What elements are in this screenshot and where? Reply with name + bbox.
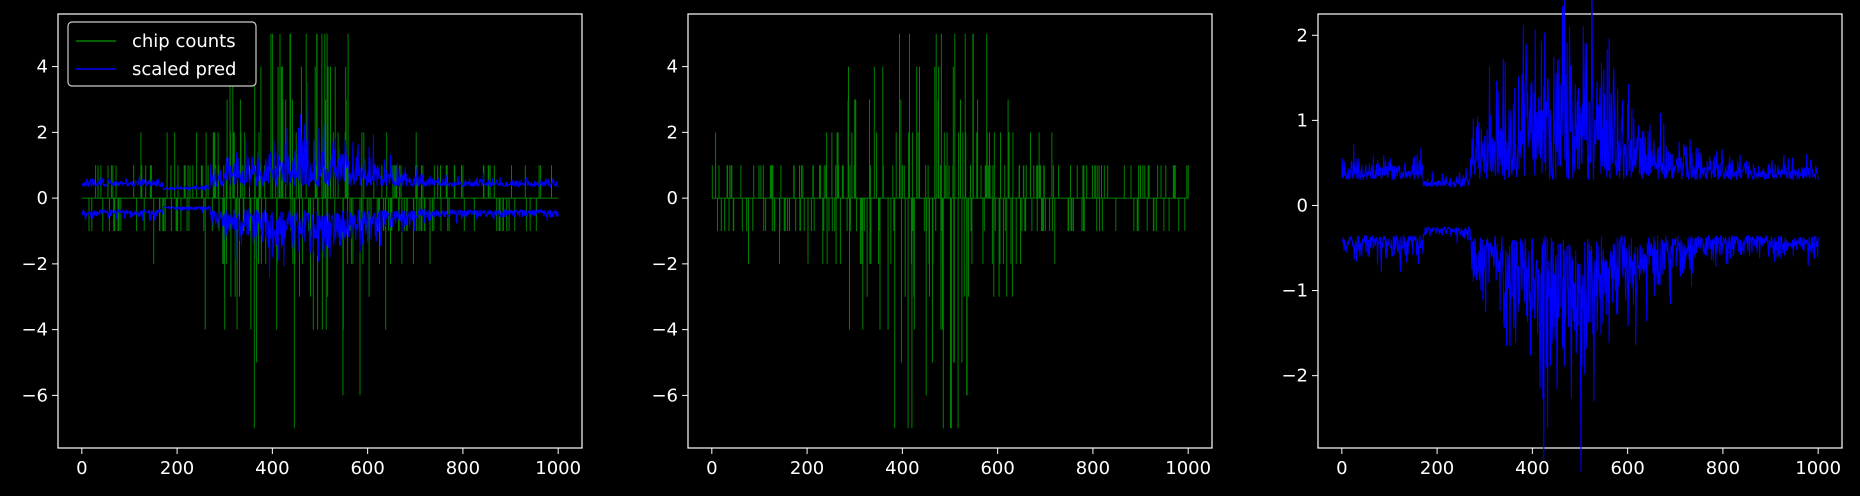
left-chart-plot-area (81, 33, 559, 429)
x-tick-label: 200 (1420, 458, 1454, 479)
middle-chart-panel: 0 200 400 600 800 1000 −6 −4 −2 0 2 4 (651, 13, 1213, 479)
y-tick-label: −2 (651, 254, 678, 275)
series-line-scaled-pred-lower (81, 205, 559, 278)
middle-chart-ticks: 0 200 400 600 800 1000 −6 −4 −2 0 2 4 (651, 57, 1211, 479)
right-chart-ticks: 0 200 400 600 800 1000 −2 −1 0 1 2 (1281, 25, 1841, 479)
y-tick-label: 1 (1297, 110, 1308, 131)
series-line-chip-counts (711, 33, 1189, 429)
x-tick-label: 200 (790, 458, 824, 479)
y-tick-label: 0 (667, 188, 678, 209)
left-chart-frame (57, 13, 583, 449)
x-tick-label: 1000 (535, 458, 581, 479)
y-tick-label: −2 (1281, 366, 1308, 387)
right-chart-panel: 0 200 400 600 800 1000 −2 −1 0 1 2 (1281, 0, 1843, 479)
y-tick-label: 4 (37, 57, 48, 78)
y-tick-label: 0 (1297, 195, 1308, 216)
middle-chart-plot-area (711, 33, 1189, 429)
middle-chart-frame (687, 13, 1213, 449)
y-tick-label: 4 (667, 57, 678, 78)
right-chart-plot-area (1341, 0, 1819, 472)
series-line-scaled-pred-upper (1341, 0, 1819, 188)
x-tick-label: 200 (160, 458, 194, 479)
legend: chip counts scaled pred (67, 21, 257, 87)
y-tick-label: −1 (1281, 281, 1308, 302)
y-tick-label: 2 (1297, 25, 1308, 46)
left-chart-ticks: 0 200 400 600 800 1000 −6 −4 −2 0 2 4 (21, 57, 581, 479)
x-tick-label: 800 (446, 458, 480, 479)
right-chart-frame (1317, 13, 1843, 449)
x-tick-label: 400 (255, 458, 289, 479)
x-tick-label: 1000 (1165, 458, 1211, 479)
y-tick-label: 2 (37, 122, 48, 143)
y-tick-label: −4 (651, 320, 678, 341)
series-line-scaled-pred-upper (81, 82, 559, 192)
legend-label-scaled-pred: scaled pred (132, 59, 236, 80)
x-tick-label: 400 (885, 458, 919, 479)
x-tick-label: 1000 (1795, 458, 1841, 479)
y-tick-label: 0 (37, 188, 48, 209)
x-tick-label: 0 (76, 458, 87, 479)
y-tick-label: −4 (21, 320, 48, 341)
x-tick-label: 600 (980, 458, 1014, 479)
y-tick-label: −6 (21, 385, 48, 406)
y-tick-label: −6 (651, 385, 678, 406)
legend-box (67, 21, 257, 87)
x-tick-label: 400 (1515, 458, 1549, 479)
x-tick-label: 0 (706, 458, 717, 479)
series-line-scaled-pred-lower (1341, 225, 1819, 472)
x-tick-label: 800 (1076, 458, 1110, 479)
x-tick-label: 600 (350, 458, 384, 479)
x-tick-label: 0 (1336, 458, 1347, 479)
x-tick-label: 600 (1610, 458, 1644, 479)
y-tick-label: −2 (21, 254, 48, 275)
series-line-chip-counts (81, 33, 559, 429)
left-chart-panel: 0 200 400 600 800 1000 −6 −4 −2 0 2 4 chip counts s… (21, 13, 583, 479)
legend-label-chip-counts: chip counts (132, 31, 236, 52)
y-tick-label: 2 (667, 122, 678, 143)
x-tick-label: 800 (1706, 458, 1740, 479)
